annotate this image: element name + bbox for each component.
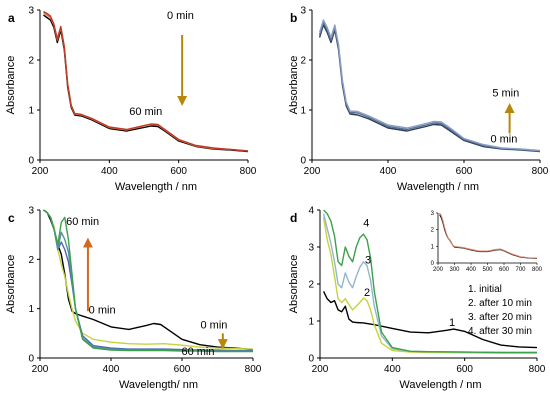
inset-series-line-3 (439, 212, 538, 259)
panel-letter: b (290, 11, 297, 25)
y-tick-label: 3 (28, 206, 34, 217)
inset-x-tick-label: 800 (532, 267, 543, 273)
y-tick-label: 2 (308, 280, 314, 291)
annotation-label: 60 min (66, 216, 99, 228)
x-tick-label: 200 (312, 364, 329, 375)
x-tick-label: 600 (174, 364, 191, 375)
annotation-label: 0 min (200, 319, 227, 331)
inset-x-tick-label: 200 (433, 267, 444, 273)
x-tick-label: 200 (32, 364, 49, 375)
inset-chart: 0 1 2 3 200 300 400 500 600 700 800 (431, 211, 543, 273)
y-tick-label: 3 (300, 6, 306, 17)
x-tick-label: 600 (456, 166, 473, 177)
inset-y-tick-label: 0 (431, 261, 435, 267)
annotation-label: 0 min (490, 134, 517, 146)
panel-letter: a (8, 11, 15, 25)
inset-x-tick-label: 500 (482, 267, 493, 273)
x-tick-label: 400 (103, 364, 120, 375)
legend-entry: 1. initial (468, 284, 502, 295)
x-tick-label: 400 (380, 166, 397, 177)
x-tick-label: 800 (245, 364, 262, 375)
x-tick-label: 400 (384, 364, 401, 375)
panel-c: c 0 1 2 3 200 400 600 800 Wavelength/ nm Absorbanc… (5, 206, 262, 392)
inset-y-tick-label: 2 (431, 228, 435, 234)
x-tick-label: 800 (240, 166, 257, 177)
x-tick-label: 600 (456, 364, 473, 375)
x-tick-label: 800 (529, 364, 546, 375)
y-axis-label: Absorbance (5, 255, 17, 314)
inset-series-line-2 (439, 212, 538, 259)
series-line-5 (43, 209, 253, 353)
y-axis-label: Absorbance (5, 56, 17, 115)
annotation-label: 0 min (167, 10, 194, 22)
x-tick-label: 200 (304, 166, 321, 177)
series-group (43, 10, 248, 153)
series-group (43, 209, 253, 353)
y-tick-label: 0 (300, 156, 306, 167)
series-line-1 (43, 14, 248, 153)
annotation-label: 5 min (492, 88, 519, 100)
x-tick-label: 800 (532, 166, 549, 177)
curve-label: 2 (364, 287, 370, 299)
y-axis-label: Absorbance (288, 56, 300, 115)
inset-y-tick-label: 1 (431, 244, 435, 250)
legend-entry: 4. after 30 min (468, 326, 532, 337)
x-tick-label: 600 (170, 166, 187, 177)
y-tick-label: 1 (28, 106, 34, 117)
panel-d: d 0 1 2 3 4 200 400 600 800 Wavelength / nm Absorba… (288, 206, 546, 392)
y-tick-label: 0 (28, 354, 34, 365)
inset-series-line-1 (439, 214, 538, 259)
series-line-4 (323, 209, 537, 354)
series-line-3 (318, 19, 540, 152)
panel-b: b 0 1 2 3 200 400 600 800 Wavelength / nm Absorban… (288, 6, 549, 194)
series-line-1 (318, 24, 540, 153)
annotation-label: 60 min (129, 106, 162, 118)
panel-letter: d (290, 211, 297, 225)
inset-x-tick-label: 300 (449, 267, 460, 273)
series-line-2 (43, 11, 248, 152)
x-axis-label: Wavelength / nm (397, 181, 479, 193)
inset-x-tick-label: 700 (515, 267, 526, 273)
x-axis-label: Wavelength / nm (399, 379, 481, 391)
series-line-2 (318, 21, 540, 152)
curve-label: 3 (365, 255, 371, 267)
x-tick-label: 200 (32, 166, 49, 177)
y-tick-label: 0 (308, 354, 314, 365)
x-axis-label: Wavelength/ nm (119, 379, 198, 391)
y-tick-label: 1 (28, 304, 34, 315)
legend-entry: 2. after 10 min (468, 298, 532, 309)
panel-a: a 0 1 2 3 200 400 600 800 Wavelength / nm Absorban… (5, 6, 257, 194)
legend-entry: 3. after 20 min (468, 312, 532, 323)
series-line-2 (322, 217, 537, 354)
y-tick-label: 3 (308, 243, 314, 254)
y-tick-label: 3 (28, 6, 34, 17)
y-tick-label: 2 (28, 255, 34, 266)
curve-label: 4 (363, 218, 369, 230)
panel-letter: c (8, 211, 15, 225)
y-axis-label: Absorbance (288, 255, 300, 314)
inset-x-tick-label: 400 (466, 267, 477, 273)
inset-x-tick-label: 600 (499, 267, 510, 273)
inset-y-tick-label: 3 (431, 211, 435, 217)
y-tick-label: 0 (28, 156, 34, 167)
series-line-1 (322, 291, 537, 349)
series-group (318, 19, 540, 153)
series-group (322, 209, 537, 354)
x-axis-label: Wavelength / nm (115, 181, 197, 193)
x-tick-label: 400 (101, 166, 118, 177)
annotation-label: 0 min (89, 305, 116, 317)
annotation-label: 60 min (181, 346, 214, 358)
y-tick-label: 1 (308, 317, 314, 328)
curve-label: 1 (449, 317, 455, 329)
series-line-3 (43, 10, 248, 152)
y-tick-label: 2 (28, 56, 34, 67)
y-tick-label: 2 (300, 56, 306, 67)
y-tick-label: 4 (308, 206, 314, 217)
y-tick-label: 1 (300, 106, 306, 117)
